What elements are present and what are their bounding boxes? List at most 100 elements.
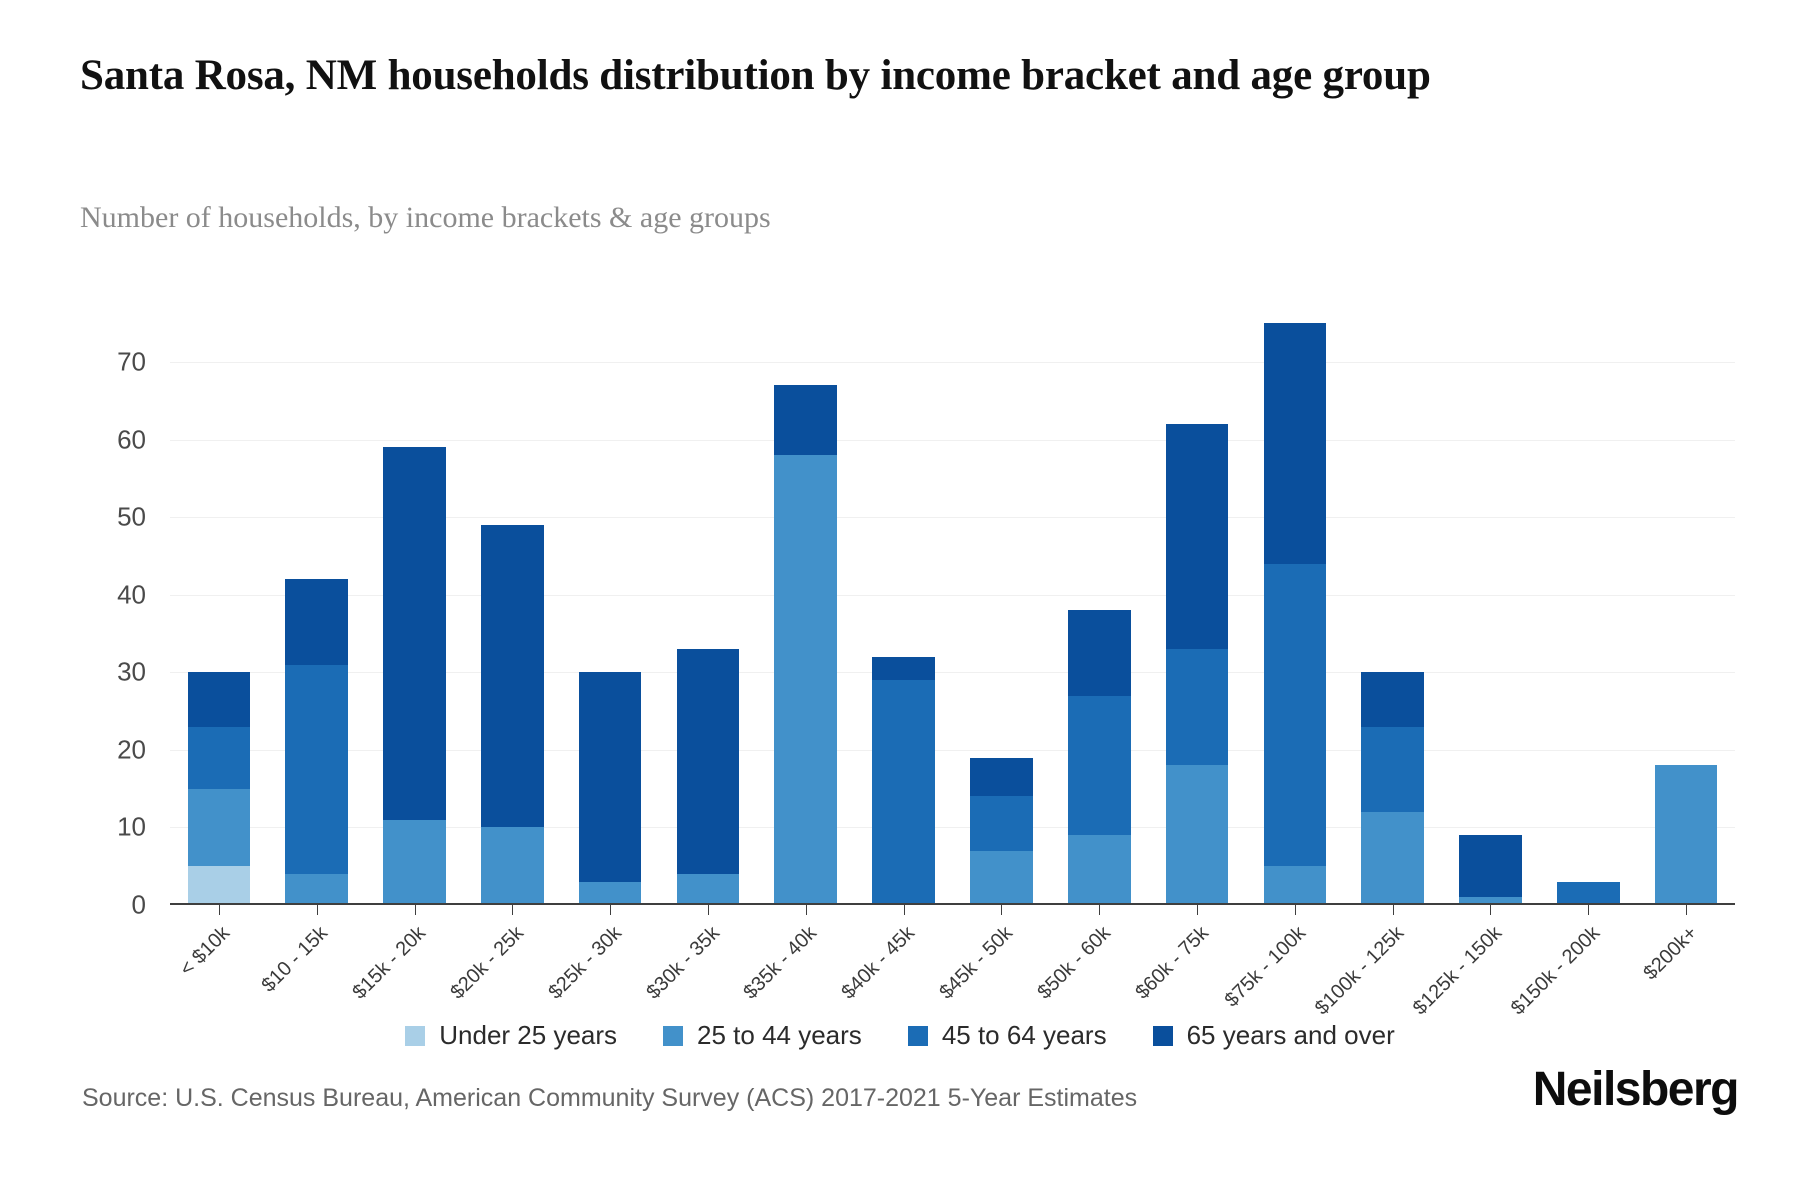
bar-segment[interactable]	[1067, 835, 1131, 905]
bar-group	[170, 300, 1735, 915]
bar-segment[interactable]	[1263, 563, 1327, 867]
stacked-bar[interactable]	[676, 649, 740, 905]
legend-swatch-icon	[405, 1025, 426, 1046]
bar-segment[interactable]	[774, 385, 838, 456]
bar-segment[interactable]	[383, 447, 446, 820]
stacked-bar[interactable]	[1459, 835, 1522, 905]
chart-subtitle: Number of households, by income brackets…	[80, 201, 771, 234]
bar-segment[interactable]	[481, 524, 544, 828]
brand-logo: Neilsberg	[1532, 1063, 1740, 1116]
bar-segment[interactable]	[285, 664, 349, 874]
bar-slot	[757, 300, 855, 915]
bar-segment[interactable]	[1263, 866, 1327, 905]
stacked-bar[interactable]	[1165, 424, 1229, 905]
bar-segment[interactable]	[285, 873, 349, 905]
stacked-bar[interactable]	[1361, 672, 1424, 905]
bar-segment[interactable]	[1361, 811, 1424, 905]
stacked-bar[interactable]	[970, 757, 1033, 905]
stacked-bar[interactable]	[285, 579, 349, 905]
legend-item[interactable]: 65 years and over	[1152, 1020, 1395, 1051]
bar-segment[interactable]	[187, 672, 251, 727]
bar-segment[interactable]	[1361, 672, 1424, 727]
x-axis-tick	[1588, 905, 1590, 915]
bar-segment[interactable]	[1067, 695, 1131, 836]
legend-label: 65 years and over	[1186, 1020, 1395, 1050]
bar-segment[interactable]	[970, 850, 1033, 905]
stacked-bar[interactable]	[481, 524, 544, 905]
x-axis-label: $200k+	[1639, 922, 1702, 985]
stacked-bar[interactable]	[1556, 881, 1620, 905]
bar-slot	[1344, 300, 1442, 915]
bar-slot	[1539, 300, 1637, 915]
bar-segment[interactable]	[285, 579, 349, 665]
x-axis-line	[170, 903, 1735, 905]
bar-slot	[170, 300, 268, 915]
bar-segment[interactable]	[187, 788, 251, 867]
bar-segment[interactable]	[187, 866, 251, 905]
y-axis-tick-label: 20	[117, 734, 146, 765]
legend-label: Under 25 years	[439, 1020, 618, 1050]
bar-segment[interactable]	[676, 649, 740, 874]
bar-segment[interactable]	[1165, 424, 1229, 650]
bar-slot	[659, 300, 757, 915]
stacked-bar[interactable]	[187, 672, 251, 905]
stacked-bar[interactable]	[774, 385, 838, 905]
bar-segment[interactable]	[1067, 610, 1131, 696]
stacked-bar[interactable]	[1067, 610, 1131, 905]
bar-segment[interactable]	[1459, 897, 1522, 905]
bar-segment[interactable]	[383, 819, 446, 905]
x-axis-tick	[610, 905, 612, 915]
bar-segment[interactable]	[1556, 881, 1620, 905]
bar-segment[interactable]	[578, 881, 642, 905]
legend-item[interactable]: 45 to 64 years	[907, 1020, 1107, 1051]
stacked-bar[interactable]	[383, 447, 446, 905]
bar-segment[interactable]	[1459, 835, 1522, 898]
stacked-bar[interactable]	[1263, 323, 1327, 905]
y-axis-tick-label: 40	[117, 579, 146, 610]
chart-title: Santa Rosa, NM households distribution b…	[80, 52, 1431, 99]
bar-segment[interactable]	[872, 680, 935, 905]
stacked-bar[interactable]	[872, 656, 935, 905]
bar-segment[interactable]	[1165, 765, 1229, 905]
x-axis-tick	[316, 905, 318, 915]
gridline	[170, 517, 1735, 519]
bar-segment[interactable]	[578, 672, 642, 882]
legend-item[interactable]: Under 25 years	[405, 1020, 617, 1051]
legend-item[interactable]: 25 to 44 years	[663, 1020, 862, 1051]
bar-segment[interactable]	[1165, 649, 1229, 766]
bar-segment[interactable]	[676, 873, 740, 905]
bar-segment[interactable]	[1654, 765, 1718, 905]
source-note: Source: U.S. Census Bureau, American Com…	[82, 1084, 1138, 1112]
x-axis-tick	[805, 905, 807, 915]
gridline	[170, 827, 1735, 829]
y-axis-tick-label: 0	[131, 889, 146, 920]
legend-label: 25 to 44 years	[697, 1020, 862, 1050]
bar-segment[interactable]	[1263, 323, 1327, 564]
bar-slot	[1148, 300, 1246, 915]
x-axis-tick	[218, 905, 220, 915]
legend-label: 45 to 64 years	[941, 1020, 1107, 1050]
bar-segment[interactable]	[970, 796, 1033, 851]
gridline	[170, 362, 1735, 364]
stacked-bar[interactable]	[1654, 765, 1718, 905]
x-axis-tick	[1392, 905, 1394, 915]
bar-segment[interactable]	[187, 726, 251, 789]
x-axis-tick	[414, 905, 416, 915]
gridline	[170, 594, 1735, 596]
stacked-bar[interactable]	[578, 672, 642, 905]
gridline	[170, 749, 1735, 751]
bar-segment[interactable]	[970, 757, 1033, 797]
bar-segment[interactable]	[774, 455, 838, 905]
bar-segment[interactable]	[481, 827, 544, 905]
y-axis-tick-label: 70	[117, 346, 146, 377]
gridline	[170, 439, 1735, 441]
x-axis-tick	[903, 905, 905, 915]
bar-segment[interactable]	[1361, 726, 1424, 812]
bar-segment[interactable]	[872, 656, 935, 681]
y-axis-tick-label: 50	[117, 501, 146, 532]
x-axis-tick	[1099, 905, 1101, 915]
bar-slot	[463, 300, 561, 915]
legend-swatch-icon	[1152, 1025, 1173, 1046]
bar-slot	[1637, 300, 1735, 915]
